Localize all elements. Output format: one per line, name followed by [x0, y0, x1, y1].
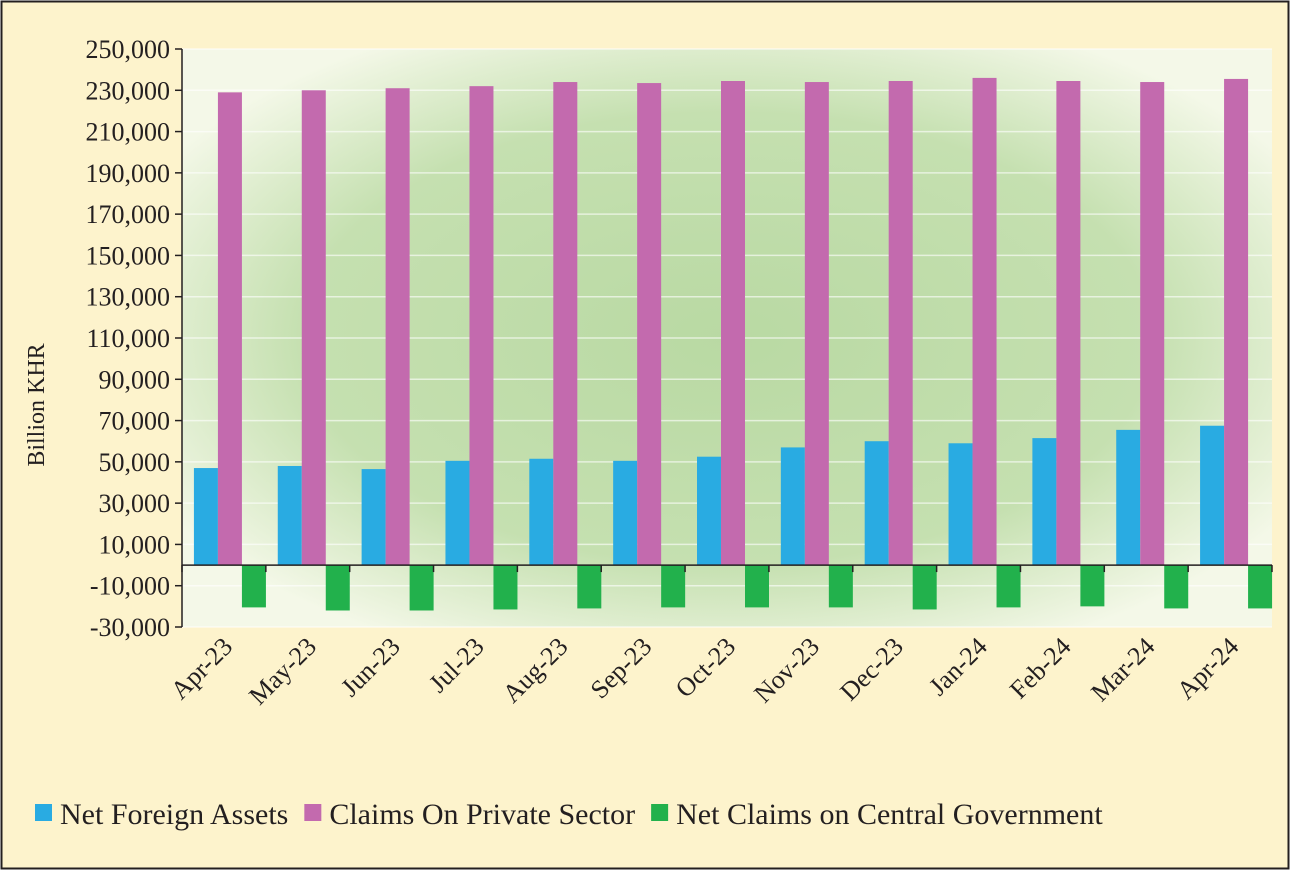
bar	[888, 80, 913, 566]
y-tick-label: 250,000	[86, 35, 171, 64]
bar	[493, 565, 518, 610]
bar	[1140, 82, 1165, 566]
y-tick-label: 210,000	[86, 118, 171, 147]
bar	[1164, 565, 1189, 609]
y-tick-label: 230,000	[86, 76, 171, 105]
y-tick-label: 10,000	[99, 530, 171, 559]
bar	[385, 88, 410, 566]
bar	[217, 92, 242, 566]
bar	[1032, 438, 1057, 566]
y-tick-label: -10,000	[90, 572, 170, 601]
bar	[361, 469, 386, 566]
y-tick-label: 130,000	[86, 283, 171, 312]
bar	[409, 565, 434, 611]
bar	[721, 80, 745, 566]
bar	[241, 565, 266, 608]
legend-marker	[651, 804, 669, 821]
y-tick-label: 90,000	[99, 365, 171, 394]
bar	[1248, 565, 1273, 609]
legend-label: Net Claims on Central Government	[676, 798, 1103, 831]
bar	[912, 565, 937, 610]
bar	[445, 460, 470, 566]
bar	[637, 83, 662, 566]
bar	[553, 82, 578, 566]
y-axis-label: Billion KHR	[24, 343, 50, 466]
bar	[661, 565, 686, 608]
y-tick-label: 170,000	[86, 200, 171, 229]
y-tick-label: 30,000	[99, 489, 171, 518]
bar	[697, 456, 721, 566]
bar	[804, 82, 829, 566]
bar	[469, 86, 494, 566]
bar	[613, 460, 638, 566]
y-tick-label: 110,000	[86, 324, 170, 353]
y-tick-label: 50,000	[99, 448, 171, 477]
bar	[745, 565, 769, 608]
y-tick-label: 150,000	[86, 241, 171, 270]
legend-label: Claims On Private Sector	[329, 798, 635, 831]
bar	[1116, 429, 1141, 566]
bar	[577, 565, 602, 609]
bar	[277, 465, 302, 566]
bar	[780, 447, 805, 566]
legend-marker	[304, 804, 322, 821]
bar	[325, 565, 350, 611]
y-tick-label: 70,000	[99, 407, 171, 436]
bar	[1200, 425, 1225, 566]
bar	[864, 441, 889, 566]
bar	[529, 458, 554, 566]
y-tick-label: -30,000	[90, 613, 170, 642]
legend-marker	[35, 804, 52, 821]
bar	[996, 565, 1021, 608]
bar	[972, 77, 997, 566]
bar	[1080, 565, 1105, 607]
legend-label: Net Foreign Assets	[60, 798, 288, 831]
bar	[1056, 80, 1081, 566]
bar	[301, 90, 326, 566]
bar	[948, 443, 973, 566]
bar	[1224, 78, 1249, 566]
bar	[193, 468, 218, 566]
bar	[828, 565, 853, 608]
y-tick-label: 190,000	[86, 159, 171, 188]
